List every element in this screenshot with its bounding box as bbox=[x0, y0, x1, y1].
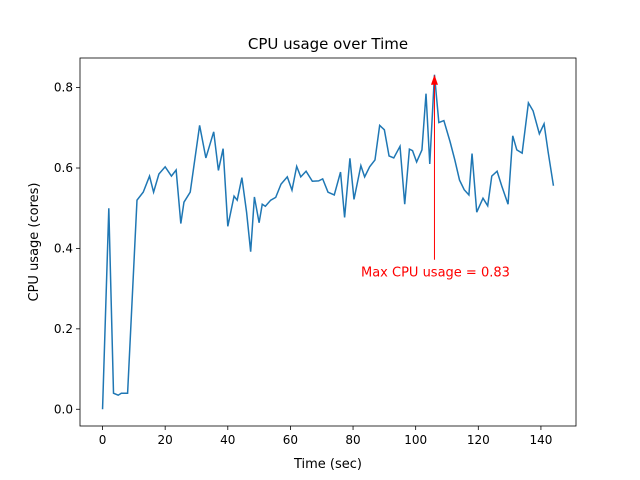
x-tick-label: 40 bbox=[220, 433, 235, 447]
annotation-text: Max CPU usage = 0.83 bbox=[361, 266, 510, 281]
y-tick-label: 0.4 bbox=[54, 241, 73, 255]
x-tick-label: 0 bbox=[99, 433, 107, 447]
x-axis-label: Time (sec) bbox=[293, 457, 362, 472]
y-tick-label: 0.6 bbox=[54, 161, 73, 175]
x-tick-label: 140 bbox=[529, 433, 552, 447]
x-tick-label: 60 bbox=[283, 433, 298, 447]
annotation-arrowhead bbox=[430, 74, 438, 85]
y-tick-label: 0.2 bbox=[54, 322, 73, 336]
x-tick-label: 20 bbox=[158, 433, 173, 447]
chart-title: CPU usage over Time bbox=[248, 35, 408, 53]
x-tick-label: 100 bbox=[404, 433, 427, 447]
plot-frame bbox=[79, 57, 577, 427]
y-tick-label: 0.0 bbox=[54, 402, 73, 416]
x-tick-label: 80 bbox=[345, 433, 360, 447]
y-tick-label: 0.8 bbox=[54, 81, 73, 95]
data-line bbox=[101, 74, 555, 410]
x-tick-label: 120 bbox=[467, 433, 490, 447]
y-axis-label: CPU usage (cores) bbox=[27, 183, 42, 302]
